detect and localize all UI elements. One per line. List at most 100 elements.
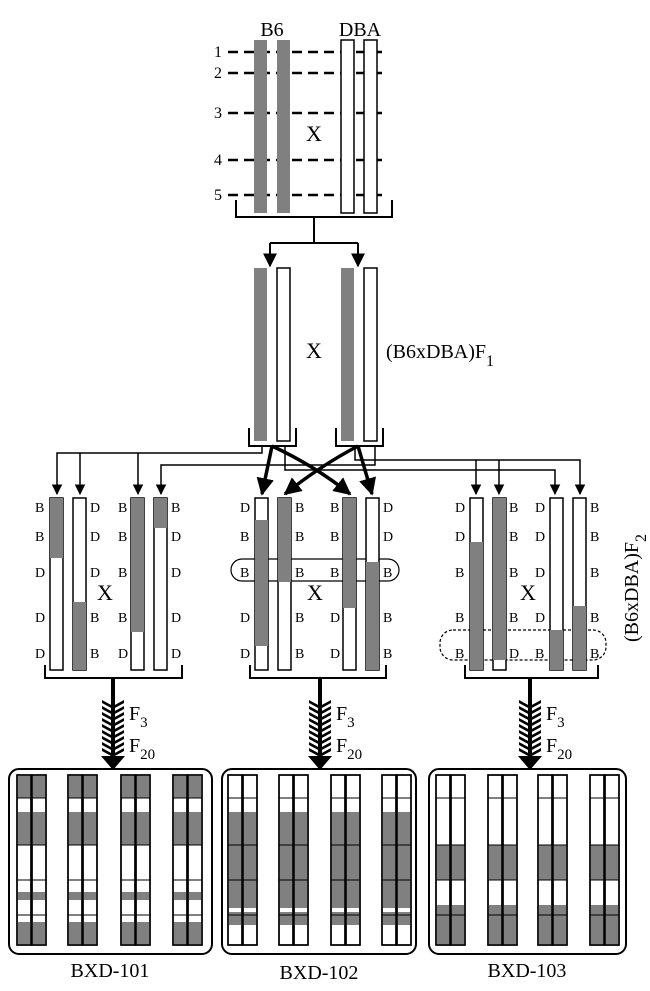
strain2-pair2-chromosome2 — [293, 774, 309, 946]
group3-left-label-4: B — [455, 611, 464, 626]
group2-midright-label-2: B — [330, 530, 339, 545]
gen1-f3-label: F3 — [129, 703, 148, 731]
inbreeding-arrow-1-chevrons — [102, 700, 124, 757]
group1-midleft-label-3: D — [90, 566, 100, 581]
group3-midright-label-5: B — [535, 647, 544, 662]
b6-segment — [605, 905, 619, 945]
group1-midright-label-1: B — [118, 501, 127, 516]
group1-right-label-2: D — [171, 530, 181, 545]
group1-midleft-label-4: B — [90, 611, 99, 626]
chromosome-border — [450, 774, 466, 946]
strain3-pair3-chromosome2 — [552, 774, 568, 946]
strain2-pair3-chromosome1 — [330, 774, 346, 946]
group2-right-label-2: D — [383, 530, 393, 545]
group2-midright-label-1: B — [330, 501, 339, 516]
inbreeding-arrow-3-head — [518, 756, 542, 770]
group2-midright-label-4: D — [330, 611, 340, 626]
gen1-f3-main: F — [129, 703, 140, 725]
strain2-pair1-chromosome2 — [242, 774, 258, 946]
strain1-pair1-chromosome1 — [16, 774, 32, 946]
chromosome-border — [227, 774, 243, 946]
b6-segment — [173, 775, 187, 798]
b6-segment — [121, 812, 135, 845]
strain1-pair4-chromosome1 — [172, 774, 188, 946]
strain3-pair1-chromosome2 — [450, 774, 466, 946]
strain1-pair4-chromosome2 — [187, 774, 203, 946]
b6-segment — [83, 922, 97, 945]
b6-segment — [83, 812, 97, 845]
chromosome-border — [120, 774, 136, 946]
group3-midleft-label-4: B — [509, 611, 518, 626]
b6-segment — [188, 892, 202, 900]
chromosome-border — [604, 774, 620, 946]
group1-left-label-4: D — [35, 611, 45, 626]
group1-midleft-label-1: D — [90, 501, 100, 516]
b6-segment — [397, 812, 411, 908]
b6-segment — [173, 922, 187, 945]
b6-segment — [346, 912, 360, 925]
inbreeding-arrows: F3 F20 F3 F20 F3 F20 — [101, 678, 572, 770]
group2-left-label-1: D — [240, 501, 250, 516]
gen2-f20-main: F — [336, 735, 347, 757]
chromosome-border — [187, 774, 203, 946]
b6-segment — [382, 912, 396, 925]
gen2-f3-main: F — [336, 703, 347, 725]
b6-segment — [17, 892, 31, 900]
strain1-pair2-chromosome2 — [82, 774, 98, 946]
group3-right-label-5: B — [590, 647, 599, 662]
arrow-to-group2-chromosome1 — [256, 445, 274, 496]
group3-midleft-label-1: B — [509, 501, 518, 516]
chromosome-outline — [16, 774, 32, 946]
chromosome-border — [589, 774, 605, 946]
group3-right-label-3: B — [590, 566, 599, 581]
chromosome-border — [31, 774, 47, 946]
gen3-f20-main: F — [546, 735, 557, 757]
f1-label-sub: 1 — [486, 353, 494, 370]
f1-to-f2-bold-arrows — [256, 444, 376, 496]
chromosome-border — [502, 774, 518, 946]
b6-segment — [503, 845, 517, 880]
group3-chromosome2-b6-segment — [493, 498, 506, 660]
b6-segment — [68, 775, 82, 798]
f1-label: (B6xDBA)F1 — [386, 341, 494, 370]
b6-segment — [17, 775, 31, 798]
strain-box-bxd-101 — [8, 768, 213, 955]
b6-segment — [243, 912, 257, 925]
gen3-f3-sub: 3 — [557, 715, 565, 731]
chromosome-outline — [120, 774, 136, 946]
b6-segment — [17, 812, 31, 845]
b6-segment — [346, 812, 360, 908]
gen3-f20-label: F20 — [546, 735, 572, 763]
parents-connector — [270, 217, 358, 244]
group3-chromosome1-b6-segment — [470, 542, 483, 670]
b6-segment — [451, 905, 465, 945]
group1-chromosome2-b6-segment — [73, 602, 86, 670]
f1-to-f2-thin-arrows — [51, 446, 586, 496]
f2-group-3: D D B B B B B B B D D D D D B B B B B B — [439, 497, 607, 679]
b6-chromosome-a — [254, 40, 267, 213]
gen2-f3-label: F3 — [336, 703, 355, 731]
b6-segment — [553, 845, 567, 880]
b6-segment — [32, 922, 46, 945]
marker-number-1: 1 — [214, 44, 222, 61]
gen2-f3-sub: 3 — [347, 715, 355, 731]
f2-group-2: D B B D D B B B B B B B B D D D D B B B — [230, 497, 400, 679]
arrow-to-group1-chromosome1 — [51, 446, 263, 496]
b6-segment — [436, 905, 450, 945]
arrow-to-group2-chromosome4 — [356, 445, 376, 496]
b6-segment — [188, 812, 202, 845]
strain3-pair3-chromosome1 — [537, 774, 553, 946]
dba-chromosome-b — [363, 39, 378, 214]
b6-segment — [136, 812, 150, 845]
group3-right-label-2: B — [590, 530, 599, 545]
arrow-to-group3-chromosome4 — [354, 446, 586, 496]
group1-midright-label-2: B — [118, 530, 127, 545]
chromosome-border — [293, 774, 309, 946]
group1-right-label-4: D — [171, 611, 181, 626]
chromosome-border — [487, 774, 503, 946]
group2-left-label-5: D — [240, 647, 250, 662]
b6-segment — [488, 905, 502, 945]
group3-left-label-5: B — [455, 647, 464, 662]
arrow-to-group2-chromosome3 — [271, 444, 352, 496]
chromosome-border — [435, 774, 451, 946]
